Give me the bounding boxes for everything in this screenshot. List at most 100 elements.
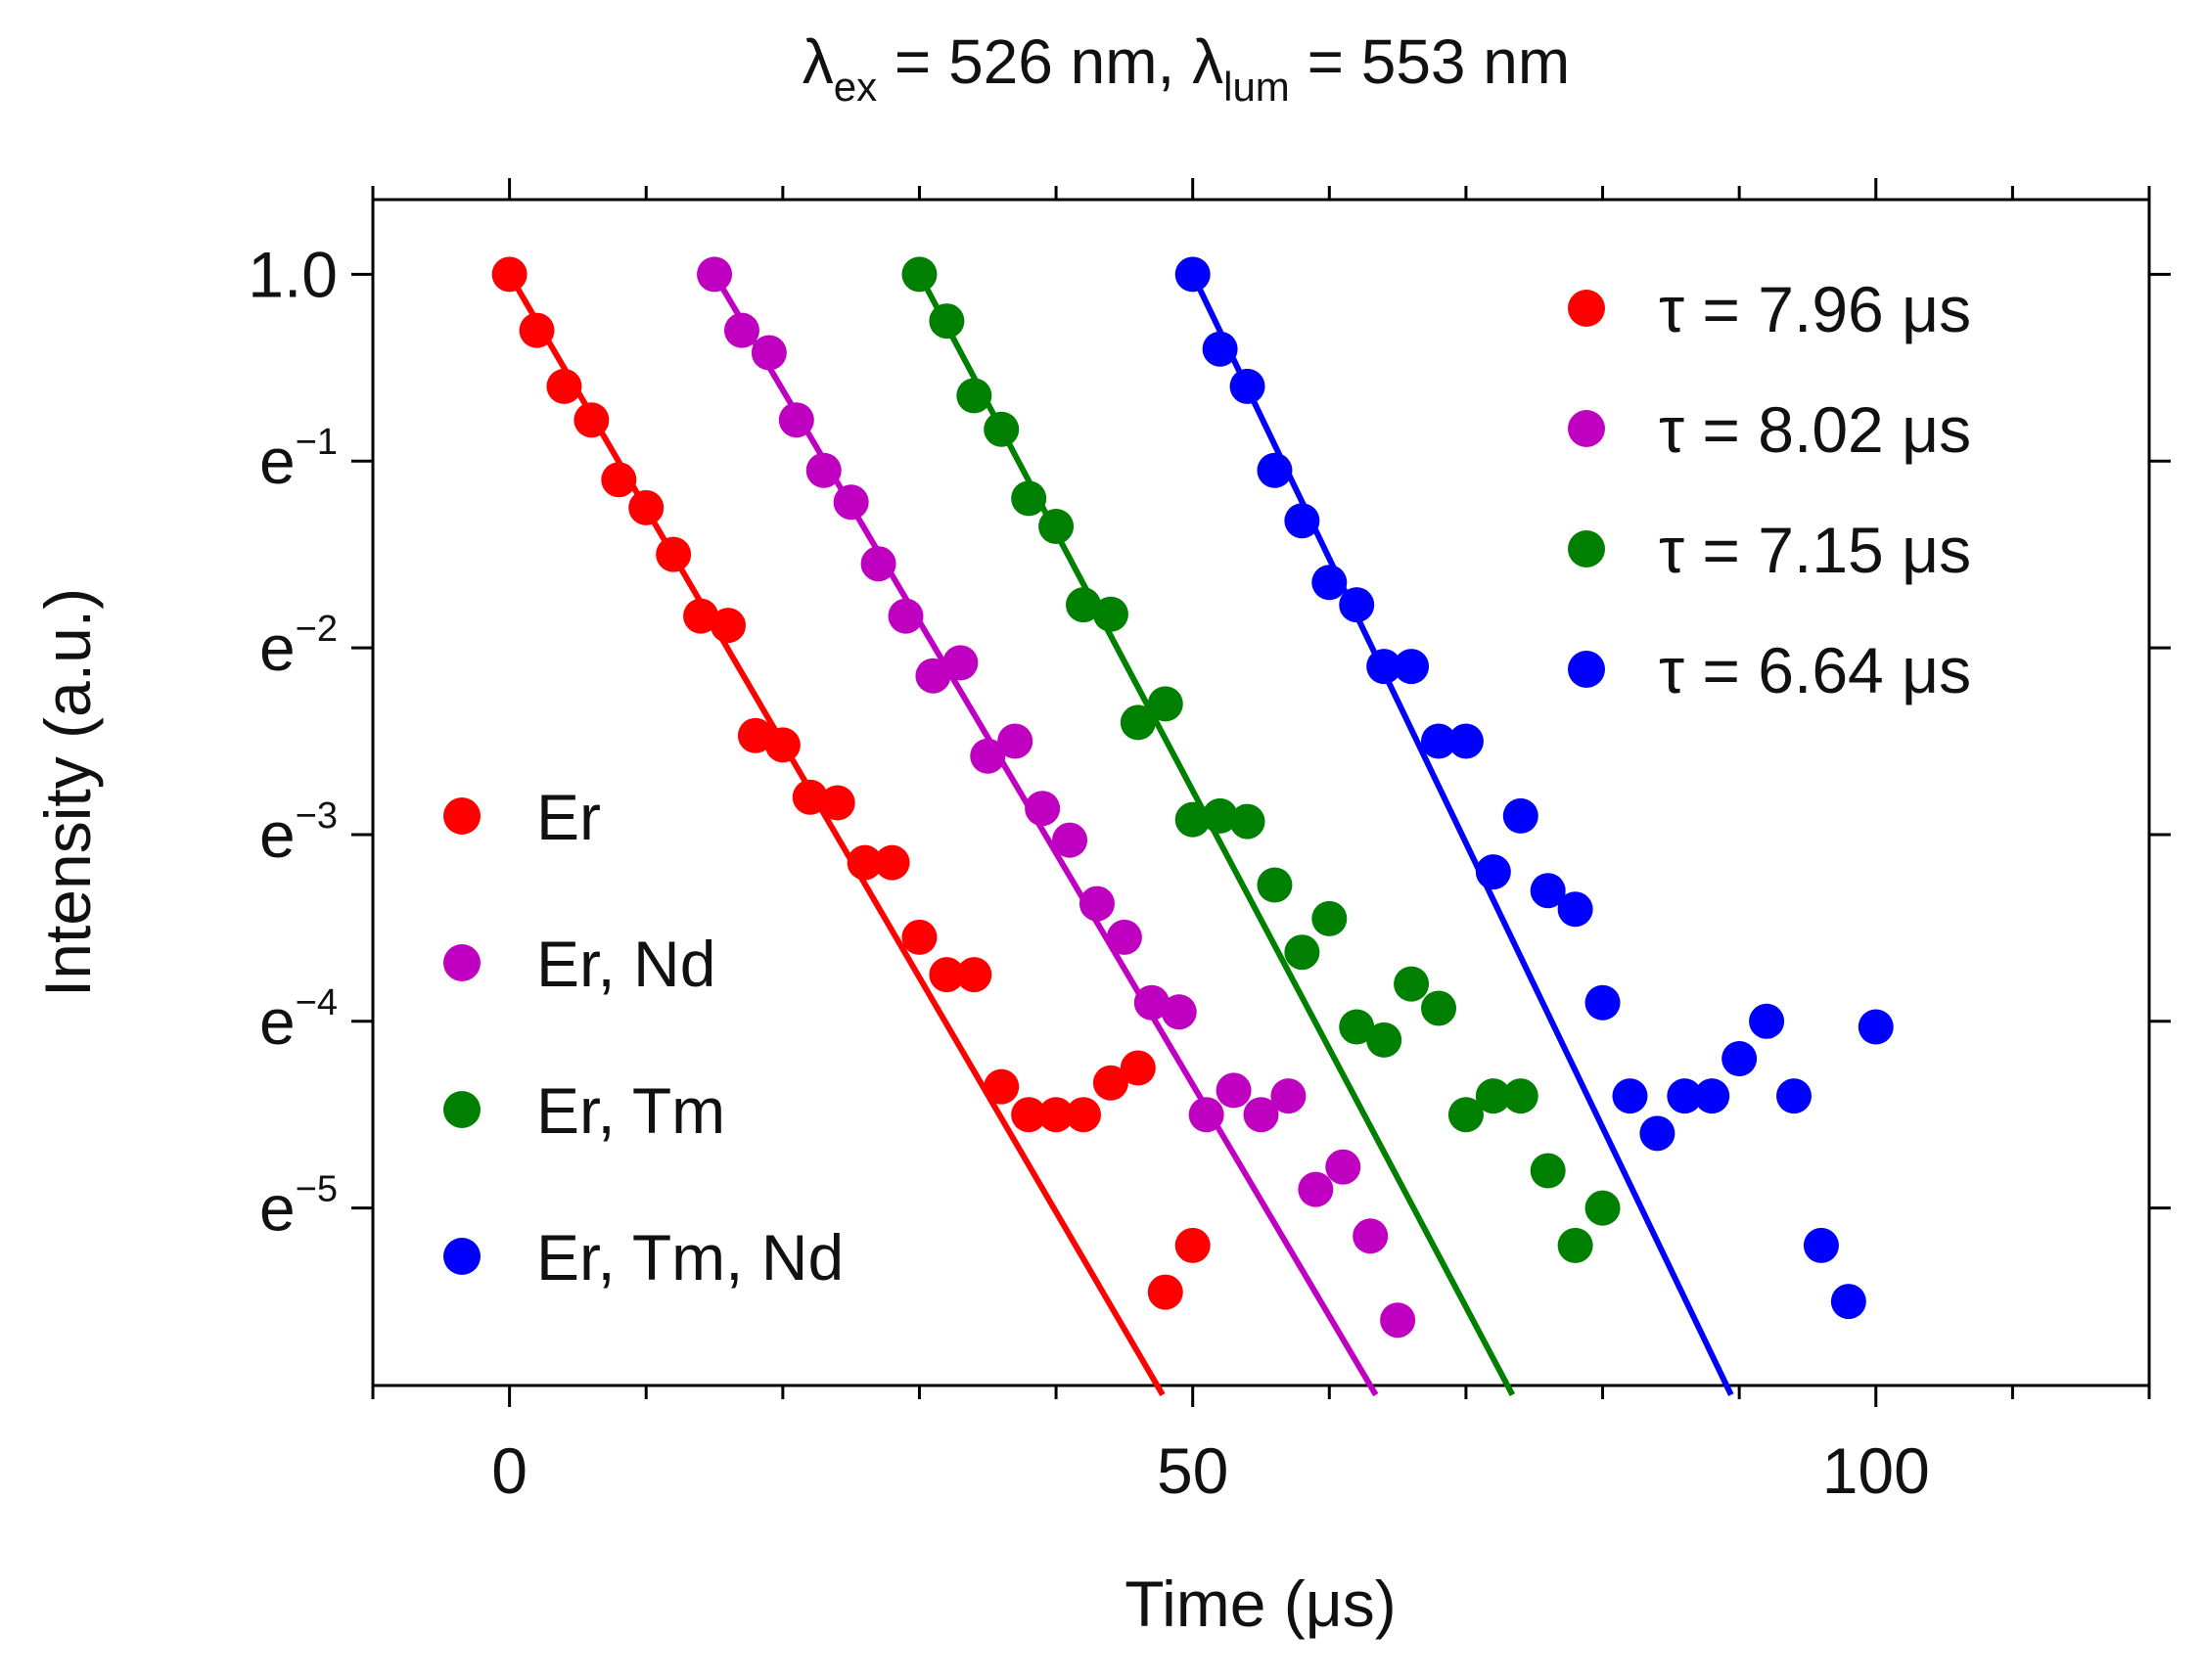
legend-marker: [443, 797, 481, 835]
data-point: [1325, 1149, 1361, 1185]
data-point: [901, 256, 938, 293]
data-point: [1475, 854, 1511, 890]
data-point: [942, 645, 979, 681]
data-point: [1447, 1097, 1484, 1133]
lifetime-marker: [1568, 410, 1605, 447]
data-point: [574, 402, 610, 438]
legend-label: Er, Tm, Nd: [536, 1221, 844, 1294]
legend-label: Er: [536, 781, 601, 853]
data-point: [874, 844, 910, 881]
data-point: [1106, 919, 1142, 955]
data-point: [1161, 994, 1197, 1030]
data-point: [792, 779, 828, 815]
data-point: [1502, 1078, 1538, 1114]
data-point: [1229, 368, 1265, 404]
data-point: [1174, 256, 1211, 293]
data-point: [1776, 1078, 1812, 1114]
data-point: [1174, 1227, 1211, 1263]
data-point: [1584, 1190, 1621, 1226]
data-point: [984, 411, 1020, 447]
data-point: [1174, 801, 1211, 838]
data-point: [1557, 891, 1593, 928]
legend-label: Er, Tm: [536, 1074, 725, 1147]
data-point: [1092, 1065, 1128, 1101]
y-tick-label: e−3: [259, 795, 338, 871]
data-point: [1092, 596, 1128, 632]
y-tick-label: 1.0: [248, 238, 338, 310]
data-point: [546, 368, 582, 404]
data-point: [929, 957, 965, 993]
title-lum-value: = 553 nm: [1290, 26, 1570, 97]
data-point: [1502, 797, 1538, 834]
y-tick-label: e−5: [259, 1169, 338, 1245]
data-point: [656, 536, 692, 572]
lifetime-label: τ = 6.64 μs: [1659, 634, 1971, 706]
data-point: [819, 785, 855, 821]
data-points: [491, 256, 1894, 1339]
lifetime-marker: [1568, 651, 1605, 688]
data-point: [628, 489, 665, 525]
data-point: [1202, 797, 1238, 834]
x-tick-label: 100: [1822, 1434, 1930, 1507]
chart-title-text: λex = 526 nm, λlum = 553 nm: [803, 26, 1570, 110]
data-point: [1188, 1097, 1224, 1133]
data-point: [915, 658, 951, 694]
data-point: [1639, 1115, 1675, 1152]
title-ex-subscript: ex: [834, 64, 877, 110]
data-point: [1311, 565, 1348, 601]
legend-marker: [443, 1091, 481, 1128]
data-point: [1366, 649, 1402, 685]
x-axis-title: Time (μs): [1124, 1567, 1397, 1640]
data-point: [1257, 452, 1293, 488]
fit-line: [916, 272, 1516, 1396]
data-point: [1038, 509, 1075, 545]
data-point: [1025, 791, 1061, 827]
data-point: [1339, 587, 1375, 623]
data-point: [519, 312, 555, 348]
data-point: [1380, 1302, 1416, 1339]
data-point: [860, 546, 896, 582]
data-point: [1298, 1171, 1334, 1207]
data-point: [1421, 990, 1456, 1026]
y-tick-label: e−2: [259, 609, 338, 684]
axis-ticks: [351, 178, 2171, 1407]
data-point: [697, 256, 733, 293]
data-point: [1694, 1078, 1730, 1114]
data-point: [1229, 803, 1265, 840]
data-point: [997, 723, 1033, 759]
data-point: [1066, 587, 1101, 623]
data-point: [1257, 867, 1293, 903]
data-point: [888, 598, 924, 634]
lifetime-legend: τ = 7.96 μs τ = 8.02 μs τ = 7.15 μs τ = 6.6…: [1568, 273, 1971, 706]
data-point: [764, 727, 801, 763]
data-point: [1052, 822, 1088, 858]
legend-marker: [443, 1238, 481, 1275]
data-point: [1394, 966, 1430, 1002]
data-point: [1284, 934, 1320, 971]
x-tick-label: 0: [491, 1434, 528, 1507]
data-point: [1530, 873, 1566, 909]
data-point: [737, 717, 773, 753]
data-point: [1557, 1227, 1593, 1263]
lifetime-label: τ = 8.02 μs: [1659, 393, 1971, 466]
legend-marker: [443, 944, 481, 981]
data-point: [984, 1068, 1020, 1105]
data-point: [1038, 1097, 1075, 1133]
lifetime-label: τ = 7.96 μs: [1659, 273, 1971, 345]
data-point: [805, 452, 842, 488]
data-point: [901, 919, 938, 955]
data-point: [1120, 704, 1156, 741]
data-point: [1858, 1009, 1894, 1045]
data-point: [970, 738, 1006, 774]
data-point: [751, 335, 787, 371]
tick-labels: 0 50 100 1.0 e−1 e−2 e−3 e−4 e−5: [248, 238, 1930, 1507]
data-point: [1421, 723, 1456, 759]
data-point: [1353, 1218, 1389, 1254]
data-point: [956, 957, 992, 993]
data-point: [1147, 1274, 1183, 1310]
data-point: [1216, 1072, 1252, 1109]
data-point: [1202, 331, 1238, 367]
lifetime-marker: [1568, 290, 1605, 327]
data-point: [1339, 1009, 1375, 1045]
